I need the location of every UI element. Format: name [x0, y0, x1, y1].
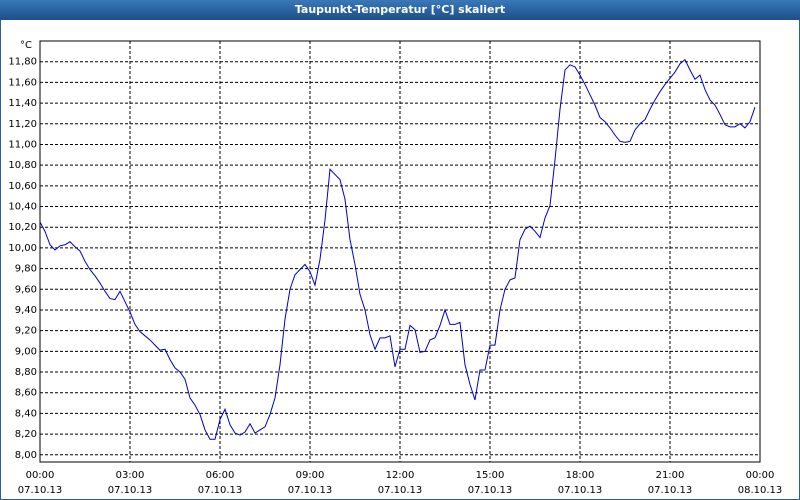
x-tick-date: 07.10.13 [468, 485, 513, 496]
y-tick-label: 11,40 [8, 98, 37, 109]
x-tick-date: 07.10.13 [288, 485, 333, 496]
x-tick-label: 09:00 [296, 470, 325, 481]
x-tick-label: 00:00 [746, 470, 775, 481]
y-tick-label: 11,00 [8, 139, 37, 150]
y-tick-label: 10,20 [8, 222, 37, 233]
x-tick-date: 07.10.13 [198, 485, 243, 496]
y-tick-label: 8,40 [15, 408, 37, 419]
x-tick-date: 07.10.13 [378, 485, 423, 496]
title-bar [0, 0, 800, 20]
y-tick-label: 9,40 [15, 305, 37, 316]
y-tick-label: 8,20 [15, 429, 37, 440]
grid [39, 41, 761, 462]
x-tick-label: 12:00 [386, 470, 415, 481]
y-unit: °C [20, 40, 32, 51]
y-tick-label: 10,80 [8, 160, 37, 171]
y-tick-label: 9,00 [15, 346, 37, 357]
y-tick-label: 9,20 [15, 326, 37, 337]
y-tick-label: 10,00 [8, 243, 37, 254]
plot-frame [39, 40, 761, 463]
y-tick-label: 8,00 [15, 450, 37, 461]
x-tick-label: 00:00 [26, 470, 55, 481]
x-tick-label: 15:00 [476, 470, 505, 481]
x-tick-label: 21:00 [656, 470, 685, 481]
chart-title: Taupunkt-Temperatur [°C] skaliert [295, 3, 505, 16]
y-tick-label: 9,60 [15, 284, 37, 295]
y-tick-label: 11,60 [8, 77, 37, 88]
x-tick-label: 06:00 [206, 470, 235, 481]
x-tick-label: 18:00 [566, 470, 595, 481]
y-tick-label: 9,80 [15, 264, 37, 275]
x-tick-date: 07.10.13 [648, 485, 693, 496]
x-tick-date: 07.10.13 [558, 485, 603, 496]
x-tick-date: 07.10.13 [18, 485, 63, 496]
y-tick-label: 10,40 [8, 202, 37, 213]
x-tick-date: 07.10.13 [108, 485, 153, 496]
y-tick-label: 8,80 [15, 367, 37, 378]
data-line [39, 58, 756, 440]
x-tick-label: 03:00 [116, 470, 145, 481]
y-tick-label: 11,20 [8, 119, 37, 130]
y-tick-label: 11,80 [8, 57, 37, 68]
y-tick-label: 10,60 [8, 181, 37, 192]
x-tick-date: 08.10.13 [738, 485, 783, 496]
y-tick-label: 8,60 [15, 388, 37, 399]
